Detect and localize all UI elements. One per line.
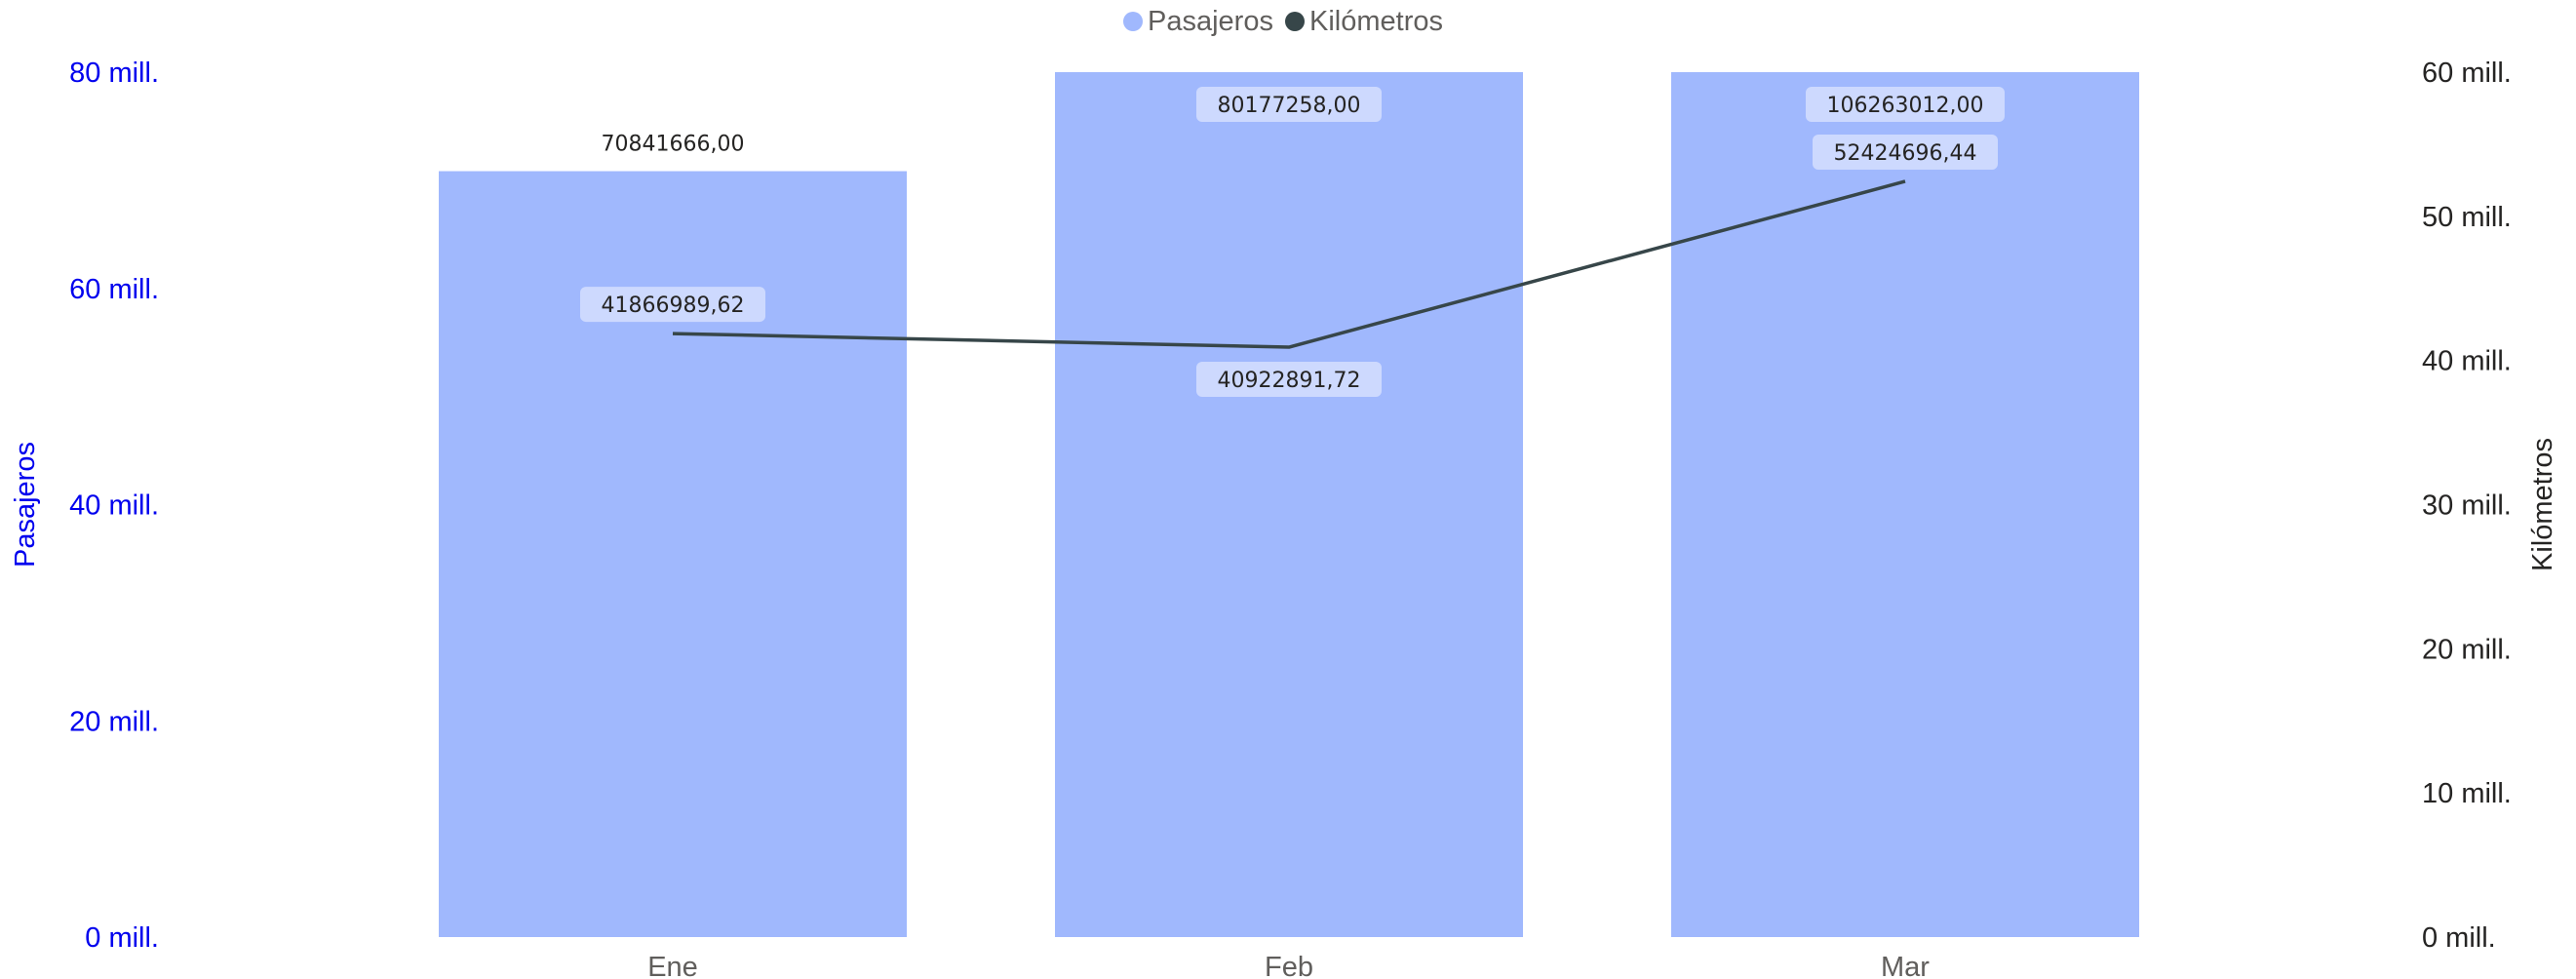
data-labels: 70841666,00 80177258,00 106263012,00 418669… [580,87,2005,398]
y-left-tick-label: 60 mill. [69,274,159,305]
line-kilometros[interactable] [672,179,1906,349]
y-right-tick-label: 50 mill. [2422,202,2512,233]
x-tick-label: Mar [1881,952,1930,979]
line-data-label: 52424696,44 [1834,141,1977,166]
legend[interactable]: Pasajeros Kilómetros [1123,6,1443,37]
y-left-tick-label: 0 mill. [85,922,159,954]
legend-marker-0 [1123,12,1143,31]
legend-label-0[interactable]: Pasajeros [1148,6,1273,37]
bar-mar[interactable] [1671,72,2139,937]
x-axis: Ene Feb Mar [647,952,1930,979]
legend-marker-1 [1285,12,1305,31]
bar-feb[interactable] [1055,72,1523,937]
legend-label-1[interactable]: Kilómetros [1309,6,1443,37]
y-axis-left: 0 mill. 20 mill. 40 mill. 60 mill. 80 mill. P… [10,58,159,954]
y-right-axis-title: Kilómetros [2527,438,2558,571]
y-left-tick-label: 40 mill. [69,490,159,522]
y-left-tick-label: 80 mill. [69,58,159,89]
y-right-tick-label: 0 mill. [2422,922,2496,954]
y-left-tick-label: 20 mill. [69,706,159,737]
line-data-label-box [580,287,765,323]
bar-data-label-box [1196,87,1382,122]
line-data-label: 41866989,62 [602,294,745,318]
bar-data-label-box [1806,87,2005,122]
line-data-label-box [1196,362,1382,398]
y-right-tick-label: 30 mill. [2422,490,2512,522]
y-right-tick-label: 60 mill. [2422,58,2512,89]
y-right-tick-label: 10 mill. [2422,778,2512,809]
x-tick-label: Feb [1265,952,1313,979]
line-series[interactable] [672,179,1906,349]
bar-ene[interactable] [439,171,907,937]
bar-series[interactable] [439,72,2139,937]
line-data-label: 40922891,72 [1218,369,1361,393]
bar-data-label: 106263012,00 [1827,94,1984,118]
y-left-axis-title: Pasajeros [10,442,41,568]
x-tick-label: Ene [647,952,698,979]
y-right-tick-label: 20 mill. [2422,634,2512,665]
bar-data-label: 80177258,00 [1218,94,1361,118]
bar-data-label: 70841666,00 [602,133,745,157]
line-data-label-box [1813,134,1998,170]
y-right-tick-label: 40 mill. [2422,346,2512,377]
y-axis-right: 0 mill. 10 mill. 20 mill. 30 mill. 40 mill. 5… [2422,58,2558,954]
